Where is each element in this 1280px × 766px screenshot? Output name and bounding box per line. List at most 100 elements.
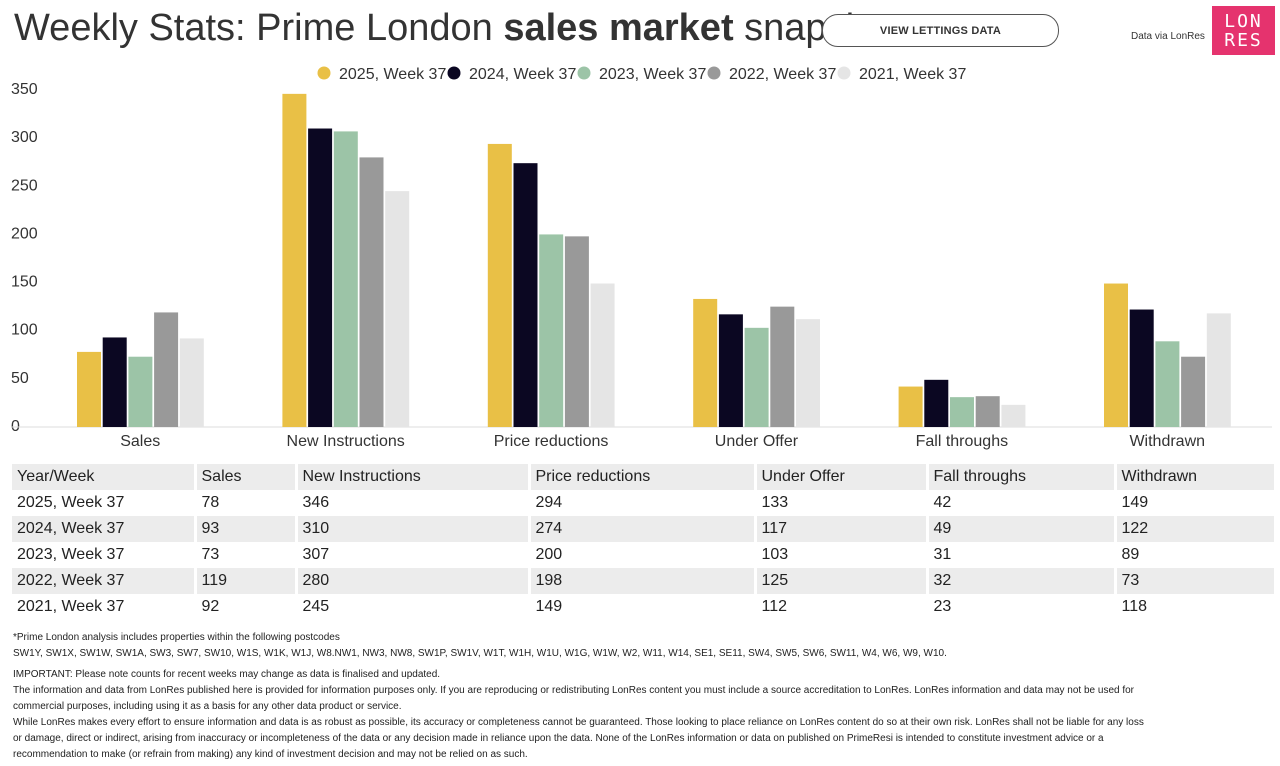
legend-swatch xyxy=(447,66,461,80)
legend-label: 2024, Week 37 xyxy=(469,66,576,83)
table-header-cell: Withdrawn xyxy=(1121,468,1198,485)
legend-item: 2024, Week 37 xyxy=(447,66,576,83)
legend-swatch xyxy=(577,66,591,80)
bar xyxy=(154,312,179,427)
table-cell: 73 xyxy=(195,542,298,568)
legend-swatch xyxy=(317,66,331,80)
bar xyxy=(564,236,589,427)
table-cell: 245 xyxy=(296,594,531,620)
logo-line-2: RES xyxy=(1224,29,1263,51)
x-tick-label: Withdrawn xyxy=(1129,433,1205,450)
bar xyxy=(539,234,564,427)
bar xyxy=(1206,313,1231,427)
lonres-logo[interactable]: LON RES xyxy=(1212,6,1275,55)
legend-item: 2025, Week 37 xyxy=(317,66,446,83)
table-cell: 307 xyxy=(296,542,531,568)
y-tick-label: 50 xyxy=(11,370,29,387)
bar xyxy=(1181,356,1206,427)
bar xyxy=(796,319,820,427)
postcode-list: SW1Y, SW1X, SW1W, SW1A, SW3, SW7, SW10, … xyxy=(13,648,947,659)
y-tick-label: 350 xyxy=(11,81,38,98)
legend-swatch xyxy=(837,66,851,80)
table-cell: 200 xyxy=(529,542,757,568)
bar xyxy=(590,283,615,427)
table-row: 2025, Week 37 78 346 294 133 42 149 xyxy=(12,490,1274,516)
table-cell: 198 xyxy=(529,568,757,594)
table-header-cell: Fall throughs xyxy=(927,464,1117,490)
table-cell: 112 xyxy=(755,594,929,620)
x-tick-label: New Instructions xyxy=(287,433,405,450)
y-tick-label: 100 xyxy=(11,322,38,339)
bar xyxy=(924,379,949,427)
bar xyxy=(77,351,101,427)
table-cell: 118 xyxy=(1121,598,1148,615)
legend-label: 2022, Week 37 xyxy=(729,66,836,83)
x-tick-label: Fall throughs xyxy=(916,433,1009,450)
table-cell: 294 xyxy=(529,490,757,516)
table-cell: 92 xyxy=(195,594,298,620)
table-row: 2022, Week 37 119 280 198 125 32 73 xyxy=(12,568,1274,594)
bar xyxy=(1129,309,1154,427)
x-tick-label: Sales xyxy=(120,433,160,450)
table-cell: 49 xyxy=(927,516,1117,542)
disclaimer-line: recommendation to make (or refrain from … xyxy=(13,749,528,760)
table-cell: 89 xyxy=(1121,546,1140,563)
view-lettings-data-button[interactable]: VIEW LETTINGS DATA xyxy=(822,14,1059,47)
legend-item: 2022, Week 37 xyxy=(707,66,836,83)
x-tick-label: Price reductions xyxy=(494,433,609,450)
table-cell: 32 xyxy=(927,568,1117,594)
table-cell: 78 xyxy=(195,490,298,516)
table-cell: 310 xyxy=(296,516,531,542)
bar xyxy=(359,157,384,427)
postcode-heading: *Prime London analysis includes properti… xyxy=(13,632,340,643)
table-row: 2024, Week 37 93 310 274 117 49 122 xyxy=(12,516,1274,542)
table-cell: 122 xyxy=(1121,520,1149,537)
table-cell: 2024, Week 37 xyxy=(12,516,197,542)
table-header-cell: New Instructions xyxy=(296,464,531,490)
bar xyxy=(513,163,538,428)
bar xyxy=(898,386,923,427)
table-cell: 2022, Week 37 xyxy=(12,568,197,594)
x-tick-label: Under Offer xyxy=(715,433,799,450)
table-cell: 73 xyxy=(1121,572,1140,589)
disclaimer-line: While LonRes makes every effort to ensur… xyxy=(13,717,1144,728)
table-cell: 2021, Week 37 xyxy=(12,594,197,620)
legend-label: 2025, Week 37 xyxy=(339,66,446,83)
table-cell: 149 xyxy=(529,594,757,620)
table-cell: 125 xyxy=(755,568,929,594)
table-cell: 149 xyxy=(1121,494,1149,511)
table-header-row: Year/Week Sales New Instructions Price redu… xyxy=(12,464,1274,490)
legend-swatch xyxy=(707,66,721,80)
bar xyxy=(770,306,795,427)
table-header-cell: Under Offer xyxy=(755,464,929,490)
stats-table: Year/Week Sales New Instructions Price redu… xyxy=(12,464,1274,620)
bar xyxy=(1104,283,1128,427)
disclaimer-line: commercial purposes, including using it … xyxy=(13,701,402,712)
disclaimer-line: The information and data from LonRes pub… xyxy=(13,685,1135,696)
table-cell: 119 xyxy=(195,568,298,594)
title-bold: sales market xyxy=(503,7,734,49)
table-cell: 31 xyxy=(927,542,1117,568)
bar xyxy=(308,128,333,427)
legend-item: 2021, Week 37 xyxy=(837,66,966,83)
table-cell: 346 xyxy=(296,490,531,516)
bar xyxy=(102,337,127,427)
table-cell: 42 xyxy=(927,490,1117,516)
y-tick-label: 200 xyxy=(11,225,38,242)
title-prefix: Weekly Stats: Prime London xyxy=(14,7,504,49)
y-tick-label: 150 xyxy=(11,274,38,291)
table-cell: 274 xyxy=(529,516,757,542)
bar xyxy=(1155,341,1180,427)
important-note: IMPORTANT: Please note counts for recent… xyxy=(13,669,441,680)
bar xyxy=(385,191,410,427)
logo-line-1: LON xyxy=(1224,10,1263,32)
bar xyxy=(128,356,153,427)
bar xyxy=(975,396,1000,427)
table-body: 2025, Week 37 78 346 294 133 42 149 2024, Week … xyxy=(12,490,1274,620)
bar xyxy=(487,143,512,428)
y-tick-label: 250 xyxy=(11,177,38,194)
table-header-cell: Price reductions xyxy=(529,464,757,490)
table-cell: 2023, Week 37 xyxy=(12,542,197,568)
legend-item: 2023, Week 37 xyxy=(577,66,706,83)
bar xyxy=(282,93,307,427)
